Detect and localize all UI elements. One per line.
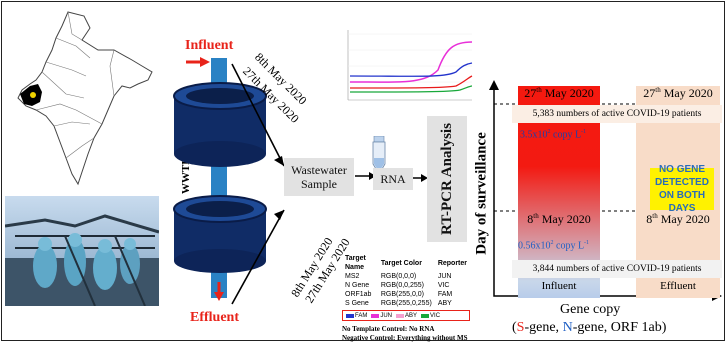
effluent-arrow-icon xyxy=(214,282,224,301)
influent-arrow-icon xyxy=(186,57,210,67)
influent-bot-date: 8th May 2020 xyxy=(527,212,591,226)
legend-swatch xyxy=(396,313,405,318)
note-negative: Negative Control: Everything without MS xyxy=(342,334,468,342)
arrow-to-rtpcr-icon xyxy=(413,174,428,182)
x-axis-label: Gene copy xyxy=(560,302,621,317)
table-cell: ORF1ab xyxy=(345,291,372,298)
no-gene-line-1: NO GENE xyxy=(658,164,706,175)
legend-item: JUN xyxy=(380,312,393,319)
table-cell: ABY xyxy=(437,300,452,307)
table-cell: VIC xyxy=(437,282,450,289)
table-cell: RGB(0,0,255) xyxy=(380,282,425,289)
note-no-template: No Template Control: No RNA xyxy=(342,325,435,333)
city-marker-dot xyxy=(30,92,36,98)
n-gene-label: N xyxy=(562,320,573,335)
patients-bot: 3,844 numbers of active COVID-19 patient… xyxy=(512,260,722,278)
flow-arrows xyxy=(231,63,285,305)
conc-top: 3.5x102 copy L-1 xyxy=(520,129,587,141)
effluent-bot-date: 8th May 2020 xyxy=(646,212,710,226)
influent-top-date: 27th May 2020 xyxy=(524,86,594,100)
legend-item: VIC xyxy=(430,312,441,319)
table-header: Target Name xyxy=(345,255,366,271)
rtpcr-box: RT-PCR Analysis xyxy=(427,116,467,242)
pcr-amplification-plot xyxy=(334,26,476,110)
patients-top: 5,383 numbers of active COVID-19 patient… xyxy=(512,105,722,123)
legend-swatch xyxy=(346,313,354,318)
legend-item: ABY xyxy=(405,312,418,319)
influent-label: Influent xyxy=(185,38,234,53)
field-photo xyxy=(5,196,159,306)
arrow-to-rna-icon xyxy=(355,172,376,180)
india-map xyxy=(17,11,153,186)
table-cell: RGB(0,0,0) xyxy=(380,273,417,280)
effluent-label: Effluent xyxy=(190,310,239,325)
rtpcr-label: RT-PCR Analysis xyxy=(439,123,455,235)
table-cell: FAM xyxy=(437,291,453,298)
wastewater-sample-box: Wastewater Sample xyxy=(284,158,354,196)
target-table: Target Name Target Color Reporter MS2 RGB… xyxy=(342,254,470,308)
col-effluent-label: Effluent xyxy=(660,280,696,292)
tank-top xyxy=(173,82,267,167)
table-cell: S Gene xyxy=(345,300,369,307)
legend-item: FAM xyxy=(355,312,368,319)
table-cell: MS2 xyxy=(345,273,360,280)
legend-swatch xyxy=(421,313,430,318)
rna-box: RNA xyxy=(373,168,413,190)
conc-bot: 0.56x102 copy L-1 xyxy=(518,240,590,252)
table-header: Reporter xyxy=(437,259,467,267)
col-influent-label: Influent xyxy=(541,280,577,292)
table-cell: N Gene xyxy=(345,282,370,289)
tank-bottom xyxy=(173,195,267,273)
pcr-target-table: Target Name Target Color Reporter MS2 RGB… xyxy=(342,254,470,343)
no-gene-detected-box: NO GENE DETECTED ON BOTH DAYS xyxy=(650,164,714,214)
table-header: Target Color xyxy=(380,259,422,267)
no-gene-line-2: DETECTED xyxy=(655,177,709,188)
effluent-top-date: 27th May 2020 xyxy=(643,86,713,100)
pcr-legend: FAM JUN ABY VIC xyxy=(342,310,470,321)
table-cell: JUN xyxy=(437,273,452,280)
table-cell: RGB(255,0,0) xyxy=(380,291,425,298)
gene-legend: (S-gene, N-gene, ORF 1ab) xyxy=(512,320,667,335)
s-gene-label: S xyxy=(516,320,525,335)
legend-swatch xyxy=(371,313,380,318)
table-cell: RGB(255,0,255) xyxy=(380,300,432,307)
no-gene-line-3: ON BOTH DAYS xyxy=(658,190,706,214)
